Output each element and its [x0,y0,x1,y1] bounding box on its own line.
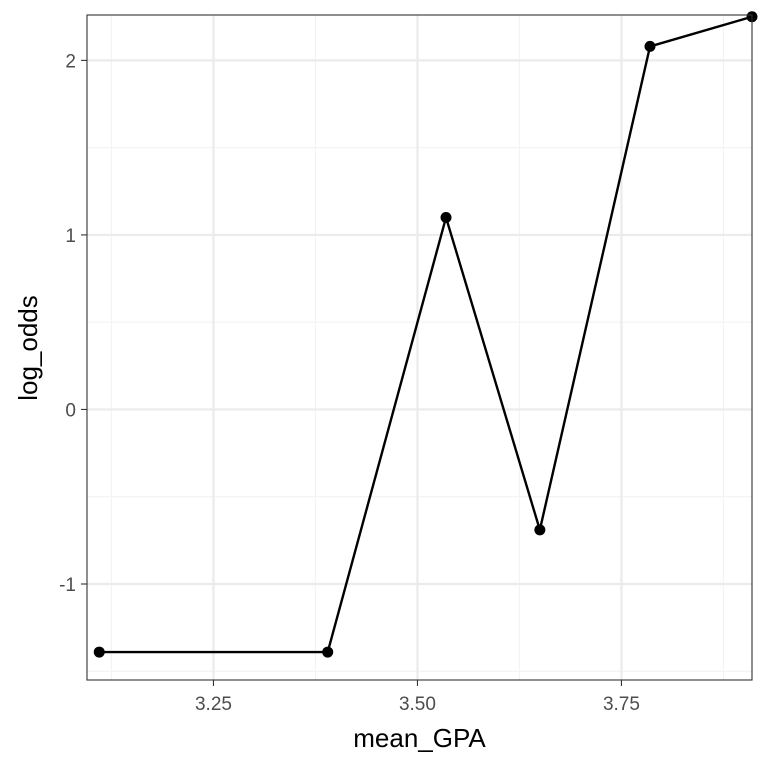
data-point [322,646,334,658]
x-axis-title: mean_GPA [353,723,486,753]
y-axis-ticks: -1 0 1 2 [59,51,87,596]
y-tick-label: -1 [59,575,76,596]
data-point [534,524,546,536]
series-line [99,15,753,654]
x-tick-label: 3.25 [195,694,232,715]
series-line-group [99,15,753,654]
data-point [644,40,656,52]
panel-border [86,14,753,681]
series-points-group [93,11,758,658]
x-tick-label: 3.75 [603,694,640,715]
minor-grid [87,15,752,680]
major-grid [87,15,752,680]
y-axis-title: log_odds [13,295,43,401]
data-point [440,211,452,223]
data-point [93,646,105,658]
y-tick-label: 0 [65,400,76,421]
x-tick-label: 3.50 [399,694,436,715]
y-tick-label: 1 [65,226,76,247]
y-tick-label: 2 [65,51,76,72]
x-axis-ticks: 3.25 3.50 3.75 [195,680,640,715]
